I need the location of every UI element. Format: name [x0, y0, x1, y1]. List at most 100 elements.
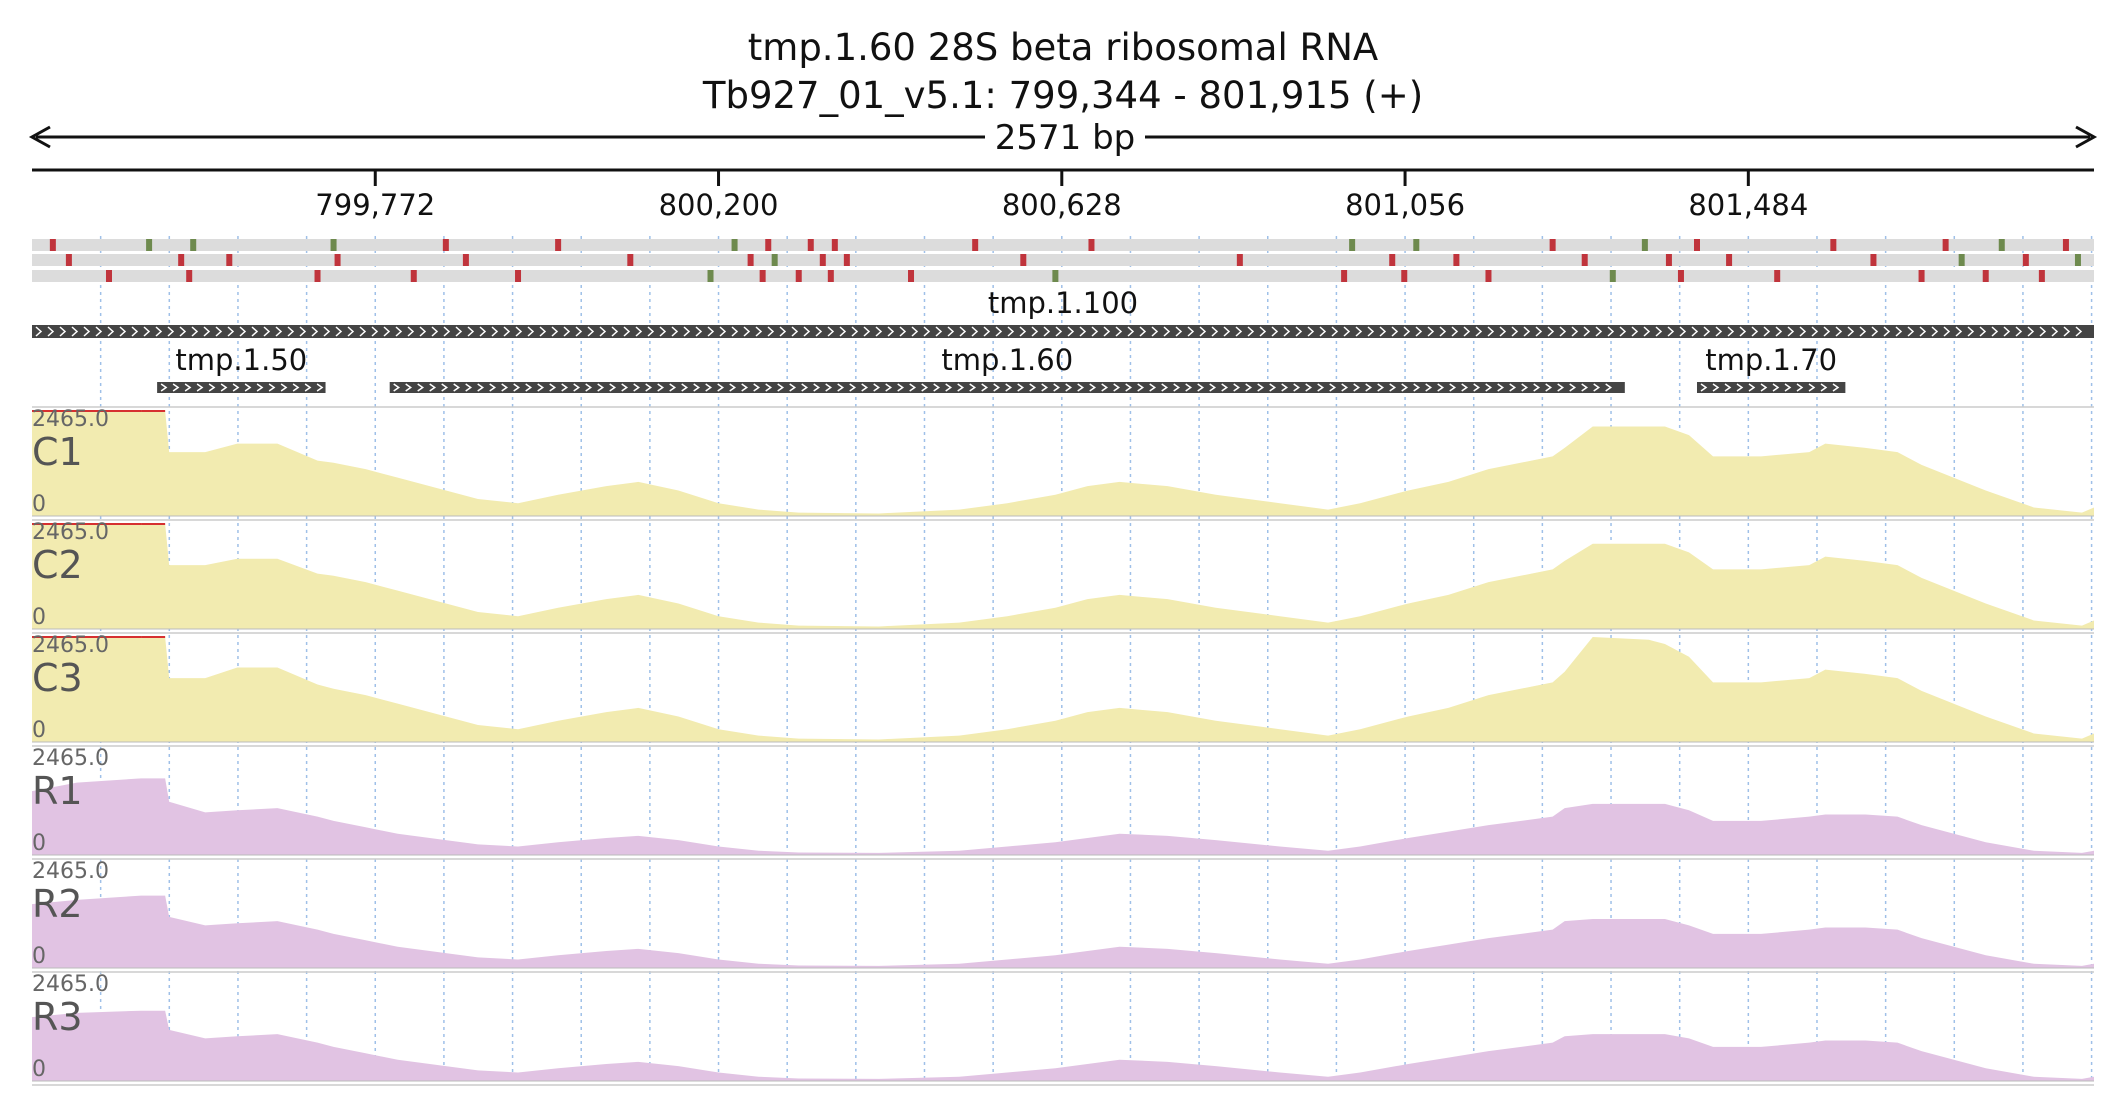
strand-arrow [280, 383, 288, 392]
track-max-label: 2465.0 [32, 633, 109, 658]
strand-arrow [467, 326, 475, 337]
strand-arrow [1187, 326, 1195, 337]
strand-arrow [1473, 383, 1481, 392]
strand-arrow [683, 326, 691, 337]
strand-arrow [431, 326, 439, 337]
variant-mark [186, 270, 193, 282]
strand-arrow [1125, 383, 1133, 392]
variant-mark [190, 239, 197, 251]
strand-arrow [131, 326, 139, 337]
track-name: R1 [32, 769, 83, 813]
strand-arrow [537, 383, 545, 392]
strand-arrow [83, 326, 91, 337]
variant-mark [2074, 254, 2081, 266]
strand-arrow [573, 383, 581, 392]
variant-mark [1958, 254, 1965, 266]
variant-mark [1413, 239, 1420, 251]
strand-arrow [1439, 326, 1447, 337]
strand-arrow [383, 326, 391, 337]
gene-tmp-1-60[interactable]: tmp.1.60 [389, 343, 1625, 393]
strand-arrow [693, 383, 701, 392]
strand-arrow [323, 326, 331, 337]
strand-arrow [1127, 326, 1135, 337]
track-max-label: 2465.0 [32, 407, 109, 432]
variant-mark [65, 254, 72, 266]
strand-arrow [1823, 326, 1831, 337]
vertical-grid [99, 236, 2093, 1080]
strand-arrow [1547, 326, 1555, 337]
strand-arrow [549, 383, 557, 392]
strand-arrow [2027, 326, 2035, 337]
strand-arrow [1343, 326, 1351, 337]
strand-arrow [1307, 326, 1315, 337]
strand-arrow [220, 383, 228, 392]
strand-arrow [1509, 383, 1517, 392]
variant-mark [807, 239, 814, 251]
strand-arrow [107, 326, 115, 337]
strand-arrow [501, 383, 509, 392]
strand-arrow [1305, 383, 1313, 392]
gene-tmp-1-100[interactable]: tmp.1.100 [32, 286, 2094, 338]
ruler-tick-label: 799,772 [315, 188, 435, 222]
strand-arrow [1041, 383, 1049, 392]
variant-mark [1549, 239, 1556, 251]
strand-arrow [1569, 383, 1577, 392]
strand-arrow [1077, 383, 1085, 392]
strand-arrow [1389, 383, 1397, 392]
strand-arrow [779, 326, 787, 337]
strand-arrow [196, 383, 204, 392]
strand-arrow [1487, 326, 1495, 337]
gene-label: tmp.1.60 [941, 343, 1073, 377]
strand-arrow [923, 326, 931, 337]
variant-track [32, 239, 2094, 282]
strand-arrow [1736, 383, 1744, 392]
strand-arrow [491, 326, 499, 337]
variant-mark [1401, 270, 1408, 282]
coverage-area [32, 637, 2094, 742]
strand-arrow [873, 383, 881, 392]
strand-arrow [1221, 383, 1229, 392]
strand-arrow [623, 326, 631, 337]
strand-arrow [897, 383, 905, 392]
variant-mark [1453, 254, 1460, 266]
variant-mark [178, 254, 185, 266]
variant-mark [1982, 270, 1989, 282]
track-zero-label: 0 [32, 1057, 46, 1082]
variant-row-3 [32, 270, 2094, 282]
strand-arrow [1031, 326, 1039, 337]
variant-mark [1693, 239, 1700, 251]
strand-arrow [849, 383, 857, 392]
strand-arrow [292, 383, 300, 392]
strand-arrow [791, 326, 799, 337]
strand-arrow [1511, 326, 1519, 337]
strand-arrow [563, 326, 571, 337]
strand-arrow [635, 326, 643, 337]
strand-arrow [191, 326, 199, 337]
gene-tmp-1-70[interactable]: tmp.1.70 [1696, 343, 1846, 393]
variant-mark [1389, 254, 1396, 266]
strand-arrow [47, 326, 55, 337]
variant-mark [1641, 239, 1648, 251]
strand-arrow [1533, 383, 1541, 392]
strand-arrow [489, 383, 497, 392]
strand-arrow [885, 383, 893, 392]
strand-arrow [1427, 326, 1435, 337]
length-arrow-left-head [28, 125, 51, 149]
strand-arrow [179, 326, 187, 337]
strand-arrow [707, 326, 715, 337]
strand-arrow [945, 383, 953, 392]
strand-arrow [957, 383, 965, 392]
strand-arrow [909, 383, 917, 392]
strand-arrow [1401, 383, 1409, 392]
track-zero-label: 0 [32, 718, 46, 743]
strand-arrow [2003, 326, 2011, 337]
strand-arrow [647, 326, 655, 337]
strand-arrow [429, 383, 437, 392]
length-arrow-right-head [2075, 125, 2098, 149]
strand-arrow [645, 383, 653, 392]
gene-tmp-1-50[interactable]: tmp.1.50 [157, 343, 326, 393]
strand-arrow [1784, 383, 1792, 392]
strand-arrow [527, 326, 535, 337]
strand-arrow [1161, 383, 1169, 392]
strand-arrow [208, 383, 216, 392]
